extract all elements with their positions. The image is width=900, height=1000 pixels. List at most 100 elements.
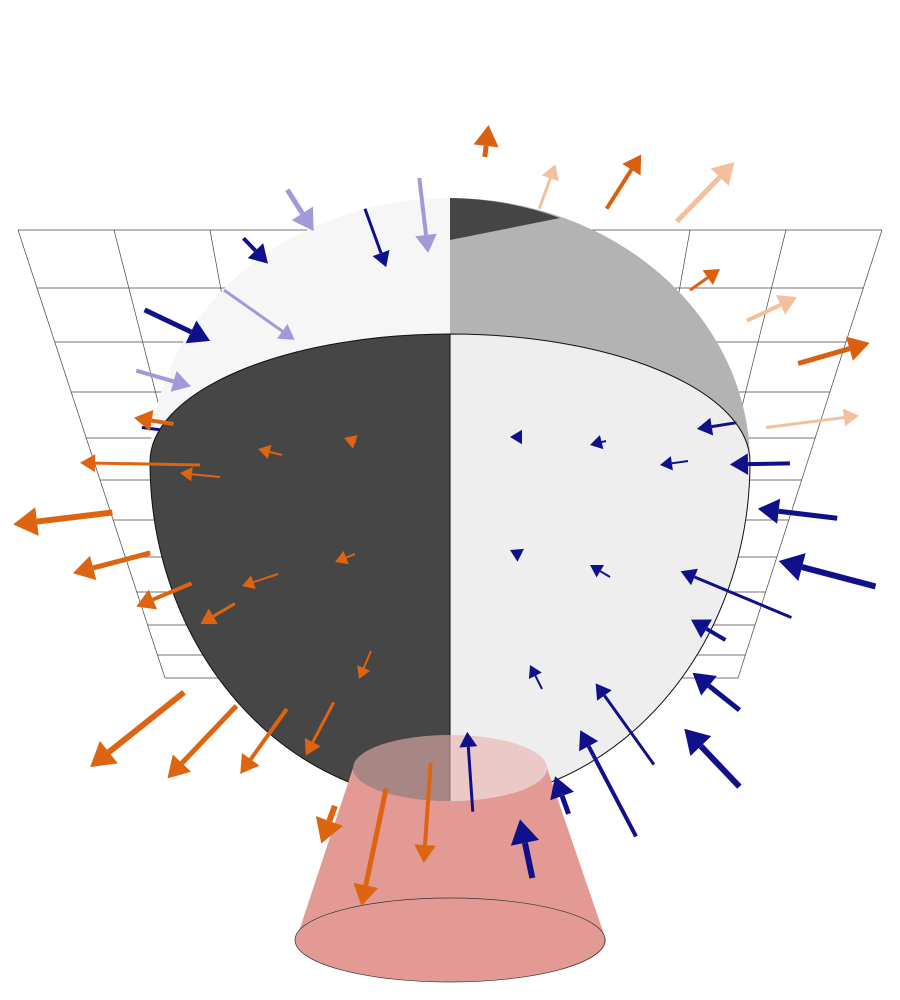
arrow-head <box>240 753 260 774</box>
arrow-shaft <box>482 145 489 158</box>
grid-line <box>17 229 166 679</box>
arrow-shaft <box>285 188 305 215</box>
arrow-head <box>528 665 542 679</box>
arrow-shaft <box>191 473 221 478</box>
arrow-head <box>691 619 712 639</box>
arrow-head <box>277 323 295 340</box>
back-arrows <box>135 125 870 440</box>
arrow-shaft <box>521 842 536 879</box>
arrow-head <box>680 568 698 586</box>
arrow-shaft <box>107 689 186 755</box>
arrow-shaft <box>326 804 338 822</box>
arrow-head <box>541 164 559 182</box>
arrow-shaft <box>95 461 201 467</box>
arrow-shaft <box>765 416 845 429</box>
arrow-head <box>550 776 574 801</box>
arrow-shaft <box>151 418 174 426</box>
arrow-shaft <box>601 440 607 444</box>
arrow-shaft <box>363 788 389 886</box>
arrow-head <box>372 250 390 268</box>
arrow-head <box>258 444 272 459</box>
arrow-shaft <box>466 746 475 812</box>
arrow-shaft <box>223 288 284 333</box>
arrow-head <box>510 548 524 562</box>
arrow-shaft <box>711 421 737 429</box>
arrow-head <box>590 565 604 578</box>
arrow-head <box>696 417 714 436</box>
arrow-shaft <box>135 368 175 384</box>
arrow-head <box>757 498 781 524</box>
sphere-cap <box>450 198 560 240</box>
arrow-head <box>13 507 39 536</box>
arrow-shaft <box>363 208 383 254</box>
arrow-shaft <box>417 177 429 236</box>
arrow-shaft <box>253 573 279 584</box>
arrow-head <box>136 589 158 610</box>
arrow-shaft <box>143 307 193 335</box>
arrow-shaft <box>269 450 283 456</box>
arrow-shaft <box>689 276 709 292</box>
arrow-shaft <box>599 570 611 578</box>
arrow-head <box>415 233 437 253</box>
arrow-shaft <box>152 581 193 602</box>
arrow-shaft <box>559 795 571 815</box>
arrow-head <box>291 206 314 232</box>
arrow-shaft <box>180 704 239 765</box>
arrow-head <box>842 408 859 427</box>
arrow-shaft <box>707 683 742 713</box>
arrow-shaft <box>698 744 742 789</box>
arrow-head <box>579 730 599 752</box>
arrow-shaft <box>693 575 792 619</box>
arrow-head <box>242 575 256 590</box>
arrow-shaft <box>604 168 634 210</box>
arrow-shaft <box>746 302 782 323</box>
arrow-head <box>90 740 118 768</box>
arrow-shaft <box>212 602 236 618</box>
arrow-shaft <box>586 745 638 838</box>
arrow-head <box>775 295 797 315</box>
arrow-shaft <box>249 707 289 761</box>
arrow-shaft <box>362 650 372 669</box>
sphere-front-left <box>149 333 451 803</box>
arrow-head <box>710 162 735 186</box>
arrow-head <box>304 738 321 756</box>
arrow-head <box>595 683 612 701</box>
cone-base <box>294 897 606 983</box>
cone-top <box>353 735 547 801</box>
arrow-head <box>510 429 522 445</box>
arrow-shaft <box>311 701 336 743</box>
arrow-head <box>590 435 604 450</box>
arrow-shaft <box>778 508 838 521</box>
arrow-head <box>167 754 192 779</box>
front-arrows <box>13 409 877 906</box>
arrow-shaft <box>423 763 433 846</box>
arrow-shaft <box>797 346 851 366</box>
arrow-head <box>185 320 211 344</box>
arrow-head <box>622 154 642 176</box>
arrow-head <box>200 608 218 625</box>
arrow-head <box>170 371 191 392</box>
arrow-head <box>473 125 499 148</box>
arrow-head <box>414 844 436 864</box>
arrow-head <box>510 819 540 846</box>
arrow-shaft <box>537 177 552 210</box>
arrow-shaft <box>534 675 543 690</box>
arrow-shaft <box>36 509 113 525</box>
sphere-front <box>149 333 751 803</box>
arrow-head <box>335 550 349 565</box>
arrow-shaft <box>747 461 790 467</box>
arrow-head <box>692 672 717 696</box>
arrow-head <box>778 553 806 581</box>
arrow-head <box>702 268 721 285</box>
arrow-head <box>247 243 268 264</box>
arrow-head <box>353 882 379 906</box>
arrow-head <box>357 665 371 679</box>
arrow-shaft <box>671 460 689 465</box>
arrow-head <box>845 336 870 361</box>
grid-line <box>737 229 883 679</box>
arrow-head <box>660 456 673 471</box>
arrow-shaft <box>705 627 727 642</box>
arrow-shaft <box>345 553 356 559</box>
arrow-head <box>180 467 193 482</box>
